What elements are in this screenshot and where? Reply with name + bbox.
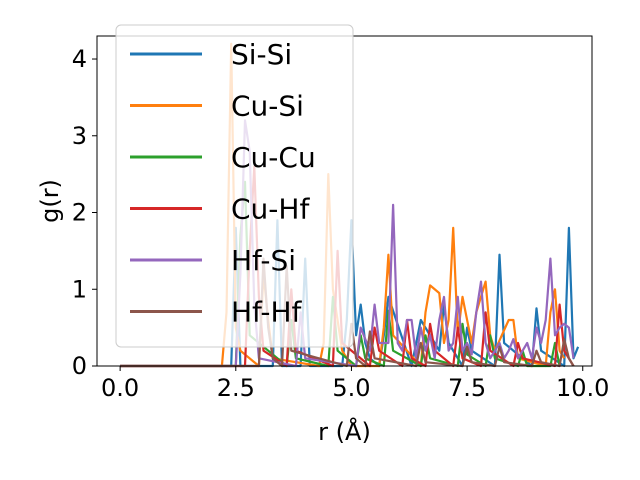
y-tick-label: 1 — [72, 275, 87, 303]
legend: Si-Si Cu-Si Cu-Cu Cu-Hf Hf-Si Hf-Hf — [115, 24, 354, 348]
y-tick-label: 2 — [72, 199, 87, 227]
x-tick-label: 7.5 — [448, 374, 486, 402]
x-tick-label: 10.0 — [556, 374, 609, 402]
x-axis-ticks: 0.0 2.5 5.0 7.5 10.0 — [101, 366, 609, 402]
series-line-hf-si — [120, 119, 575, 368]
y-tick-label: 0 — [72, 352, 87, 380]
series-line-hf-hf — [120, 257, 575, 368]
y-axis-ticks: 0 1 2 3 4 — [72, 45, 97, 380]
x-tick-label: 2.5 — [217, 374, 255, 402]
x-tick-label: 0.0 — [101, 374, 139, 402]
series-line-cu-hf — [120, 165, 575, 368]
y-tick-label: 3 — [72, 122, 87, 150]
legend-label-cu-cu: Cu-Cu — [231, 141, 316, 174]
legend-label-si-si: Si-Si — [231, 38, 292, 71]
y-axis-label: g(r) — [36, 179, 64, 223]
legend-label-cu-si: Cu-Si — [231, 90, 304, 123]
legend-label-hf-si: Hf-Si — [231, 244, 296, 277]
legend-label-hf-hf: Hf-Hf — [231, 296, 303, 329]
legend-label-cu-hf: Cu-Hf — [231, 193, 310, 226]
y-tick-label: 4 — [72, 45, 87, 73]
x-axis-label: r (Å) — [318, 417, 371, 446]
x-tick-label: 5.0 — [332, 374, 370, 402]
